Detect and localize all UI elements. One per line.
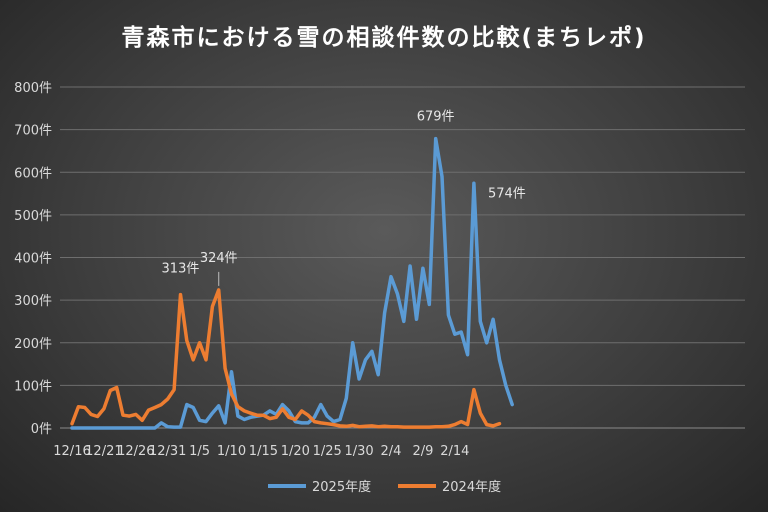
y-tick-label: 600件 (14, 166, 52, 181)
legend-label: 2025年度 (312, 479, 371, 495)
x-tick-label: 12/31 (149, 444, 186, 459)
x-tick-label: 1/10 (217, 444, 246, 459)
x-tick-label: 12/21 (85, 444, 122, 459)
y-tick-label: 400件 (14, 252, 52, 267)
series-line-2024 (70, 288, 502, 429)
chart-title: 青森市における雪の相談件数の比較(まちレポ) (121, 25, 647, 51)
x-tick-label: 12/16 (53, 444, 90, 459)
x-tick-label: 1/15 (249, 444, 278, 459)
series-line-2025 (70, 136, 514, 430)
data-label: 313件 (162, 262, 200, 277)
x-tick-label: 1/20 (281, 444, 310, 459)
legend: 2025年度 2024年度 (268, 479, 501, 495)
y-tick-label: 200件 (14, 337, 52, 352)
legend-label: 2024年度 (442, 479, 501, 495)
x-tick-label: 1/25 (313, 444, 342, 459)
grid-lines (60, 86, 745, 429)
y-tick-label: 100件 (14, 379, 52, 394)
y-tick-label: 500件 (14, 209, 52, 224)
data-label: 324件 (200, 251, 238, 266)
x-tick-label: 2/9 (412, 444, 433, 459)
y-tick-label: 300件 (14, 294, 52, 309)
series-lines (70, 136, 514, 430)
x-tick-label: 1/30 (344, 444, 373, 459)
x-tick-label: 2/14 (440, 444, 469, 459)
x-tick-label: 1/5 (189, 444, 210, 459)
y-axis-ticks: 0件 100件 200件 300件 400件 500件 600件 700件 800件 (14, 81, 52, 437)
x-tick-label: 2/4 (381, 444, 402, 459)
data-label: 679件 (417, 110, 455, 125)
y-tick-label: 800件 (14, 81, 52, 96)
y-tick-label: 0件 (31, 422, 52, 437)
x-tick-label: 12/26 (117, 444, 154, 459)
data-label: 574件 (488, 186, 526, 201)
y-tick-label: 700件 (14, 124, 52, 139)
